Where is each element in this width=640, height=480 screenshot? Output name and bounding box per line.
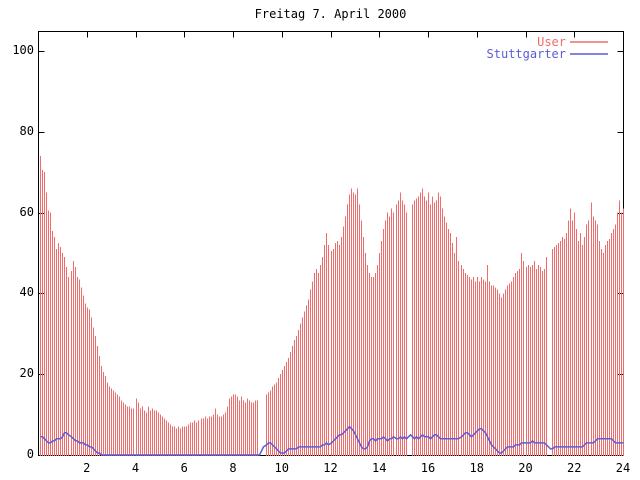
x-tick-label: 8 <box>229 461 237 475</box>
y-tick-label: 40 <box>19 285 34 300</box>
x-tick-label: 12 <box>323 461 338 475</box>
y-tick-label: 100 <box>12 43 34 57</box>
x-tick-label: 22 <box>567 461 582 475</box>
x-tick-label: 14 <box>372 461 387 475</box>
y-tick-label: 0 <box>26 447 34 461</box>
chart-title: Freitag 7. April 2000 <box>254 7 407 21</box>
x-tick-label: 18 <box>469 461 484 475</box>
x-tick-label: 2 <box>83 461 91 475</box>
x-tick-label: 20 <box>518 461 533 475</box>
x-tick-label: 4 <box>131 461 140 475</box>
stuttgarter-line <box>40 425 624 456</box>
x-tick-label: 16 <box>420 461 436 475</box>
legend-label-stuttgarter: Stuttgarter <box>486 47 566 61</box>
x-tick-label: 10 <box>274 461 289 475</box>
y-tick-label: 60 <box>19 204 34 219</box>
y-tick-label: 80 <box>19 123 34 138</box>
x-tick-label: 6 <box>180 461 188 475</box>
user-impulse-bars <box>40 156 624 456</box>
x-tick-label: 24 <box>615 461 631 475</box>
y-tick-label: 20 <box>19 366 34 381</box>
legend-label-user: User <box>537 35 566 49</box>
